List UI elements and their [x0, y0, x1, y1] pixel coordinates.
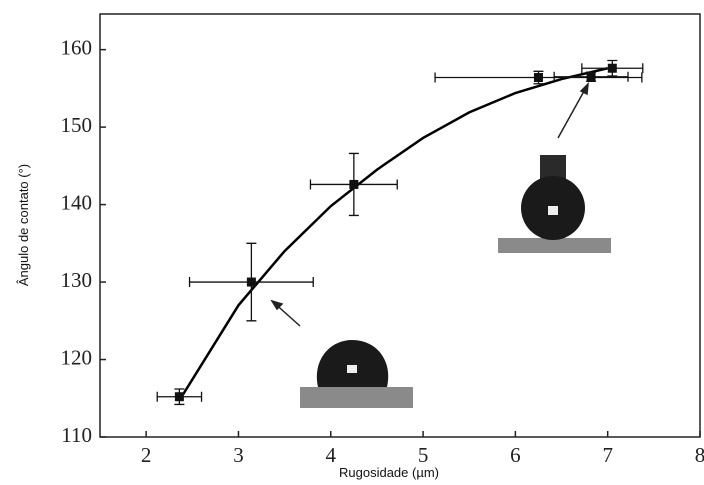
point: [175, 392, 184, 401]
x-axis-label: Rugosidade (µm): [339, 465, 439, 480]
x-tick-label: 5: [418, 443, 429, 467]
y-axis-label: Ângulo de contato (°): [16, 164, 31, 286]
point: [608, 64, 617, 73]
y-tick-label: 160: [61, 35, 93, 59]
droplet-inset-1: [300, 340, 413, 408]
point: [534, 73, 543, 82]
x-tick-label: 2: [141, 443, 152, 467]
y-tick-label: 150: [61, 113, 93, 137]
y-tick-label: 110: [61, 423, 92, 447]
x-tick-label: 6: [510, 443, 521, 467]
point: [247, 278, 256, 287]
x-tick-label: 4: [326, 443, 337, 467]
point: [587, 72, 596, 81]
x-tick-label: 8: [695, 443, 704, 467]
y-tick-label: 130: [61, 268, 93, 292]
chart: Rugosidade (µm) Ângulo de contato (°) 2 3…: [0, 0, 704, 485]
x-tick-label: 3: [233, 443, 244, 467]
x-tick-label: 7: [602, 443, 613, 467]
y-tick-label: 140: [61, 190, 93, 214]
point: [349, 180, 358, 189]
droplet-inset-2: [498, 155, 611, 253]
y-tick-label: 120: [61, 345, 93, 369]
